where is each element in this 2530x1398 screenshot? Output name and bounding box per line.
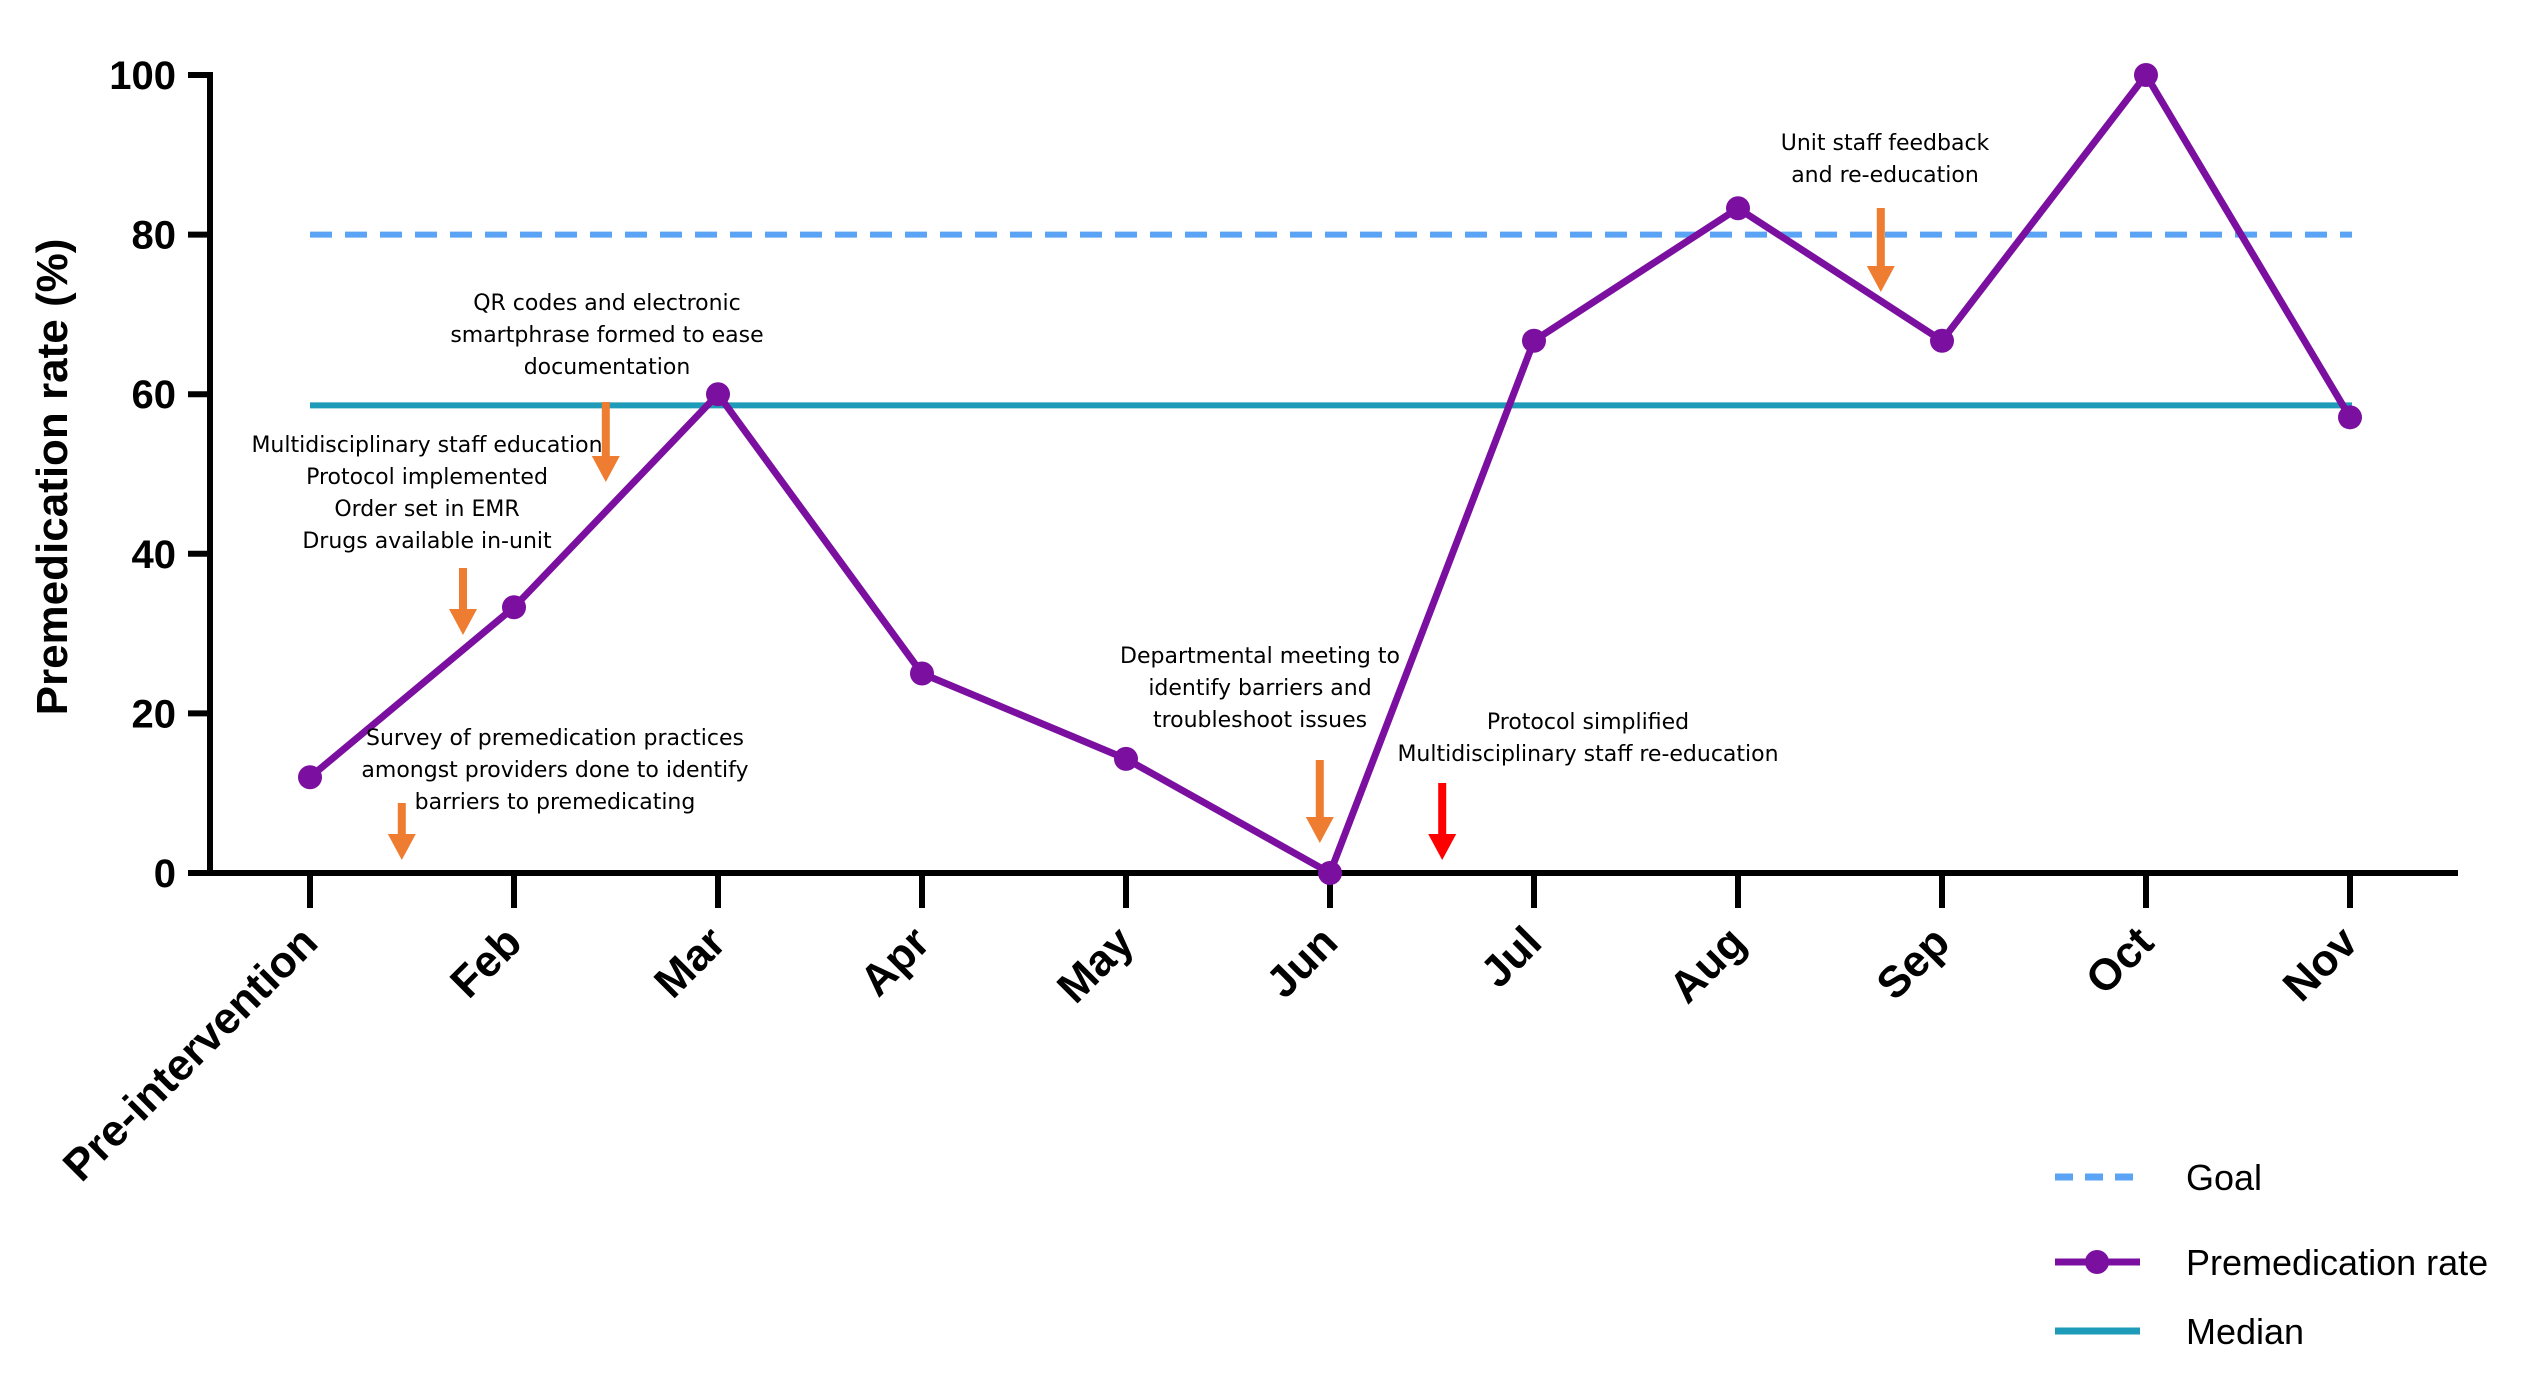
data-point — [502, 595, 526, 620]
annotation-text: Drugs available in-unit — [302, 529, 552, 554]
legend-item-median: Median — [2055, 1311, 2304, 1352]
annotation-arrow-head — [1428, 834, 1457, 860]
annotation-arrow-head — [1305, 817, 1334, 843]
annotation-text: amongst providers done to identify — [361, 758, 748, 783]
x-tick-label: Mar — [645, 917, 735, 1007]
y-tick-label: 80 — [132, 214, 177, 258]
x-tick-label: Apr — [851, 917, 939, 1005]
annotation-text: documentation — [524, 355, 691, 380]
annotation-text: Survey of premedication practices — [366, 726, 744, 751]
x-tick-label: May — [1048, 917, 1144, 1013]
annotation-text: Protocol implemented — [306, 465, 548, 490]
annotation-text: QR codes and electronic — [473, 291, 741, 316]
data-point — [1726, 196, 1750, 221]
annotation-text: Order set in EMR — [334, 497, 519, 522]
data-point — [1318, 861, 1342, 885]
annotations: Survey of premedication practices amongst… — [251, 131, 1990, 860]
x-tick-label: Feb — [441, 917, 531, 1007]
axes: 0 20 40 60 80 100 Pre-intervention Feb Mar Apr May… — [54, 54, 2458, 1191]
annotation-text: troubleshoot issues — [1153, 708, 1367, 733]
legend-marker — [2085, 1250, 2109, 1274]
data-point — [1114, 746, 1138, 771]
annotation-text: and re-education — [1791, 163, 1979, 188]
y-tick-label: 0 — [154, 852, 176, 896]
data-point — [2338, 405, 2362, 430]
y-axis-title: Premedication rate (%) — [28, 239, 77, 716]
x-tick-label: Aug — [1660, 917, 1755, 1012]
data-point — [298, 765, 322, 790]
annotation-text: Protocol simplified — [1487, 710, 1689, 735]
annotation-text: Multidisciplinary staff education — [251, 433, 602, 458]
legend-label: Goal — [2186, 1157, 2262, 1198]
data-point — [1522, 328, 1546, 353]
x-tick-label: Sep — [1867, 917, 1959, 1009]
annotation-dept: Departmental meeting to identify barriers… — [1120, 644, 1400, 843]
annotation-text: Departmental meeting to — [1120, 644, 1400, 669]
annotation-arrow-head — [1866, 266, 1895, 292]
legend: Goal Premedication rate Median — [2055, 1157, 2488, 1352]
annotation-text: Multidisciplinary staff re-education — [1397, 742, 1778, 767]
annotation-education: Multidisciplinary staff education Protoco… — [251, 433, 603, 635]
x-tick-label: Oct — [2077, 917, 2164, 1004]
legend-item-goal: Goal — [2055, 1157, 2262, 1198]
reference-lines — [310, 231, 2352, 409]
legend-label: Median — [2186, 1311, 2304, 1352]
annotation-text: smartphrase formed to ease — [450, 323, 763, 348]
annotation-arrow-head — [449, 609, 477, 635]
annotation-qr: QR codes and electronic smartphrase forme… — [450, 291, 764, 482]
x-tick-label: Nov — [2274, 917, 2368, 1011]
annotation-arrow-head — [591, 456, 620, 482]
data-point — [1930, 328, 1954, 353]
y-tick-label: 20 — [132, 692, 177, 736]
series-line — [307, 71, 2354, 877]
legend-label: Premedication rate — [2186, 1242, 2488, 1283]
data-point — [2134, 63, 2158, 87]
annotation-simplified: Protocol simplified Multidisciplinary sta… — [1397, 710, 1779, 860]
data-point — [706, 382, 730, 407]
annotation-text: Unit staff feedback — [1781, 131, 1990, 156]
series-layer — [298, 63, 2362, 885]
y-tick-label: 60 — [132, 373, 177, 417]
y-tick-label: 40 — [132, 533, 177, 577]
x-tick-label: Jul — [1471, 917, 1551, 997]
annotation-text: barriers to premedicating — [415, 790, 696, 815]
annotation-arrow-head — [387, 834, 416, 860]
annotation-text: identify barriers and — [1148, 676, 1371, 701]
annotation-survey: Survey of premedication practices amongst… — [361, 726, 749, 860]
x-tick-label: Jun — [1257, 917, 1347, 1007]
x-tick-label: Pre-intervention — [54, 917, 327, 1190]
legend-item-premedication-rate: Premedication rate — [2055, 1242, 2488, 1283]
y-tick-label: 100 — [109, 54, 176, 98]
annotation-feedback: Unit staff feedback and re-education — [1781, 131, 1990, 292]
data-point — [910, 661, 934, 686]
